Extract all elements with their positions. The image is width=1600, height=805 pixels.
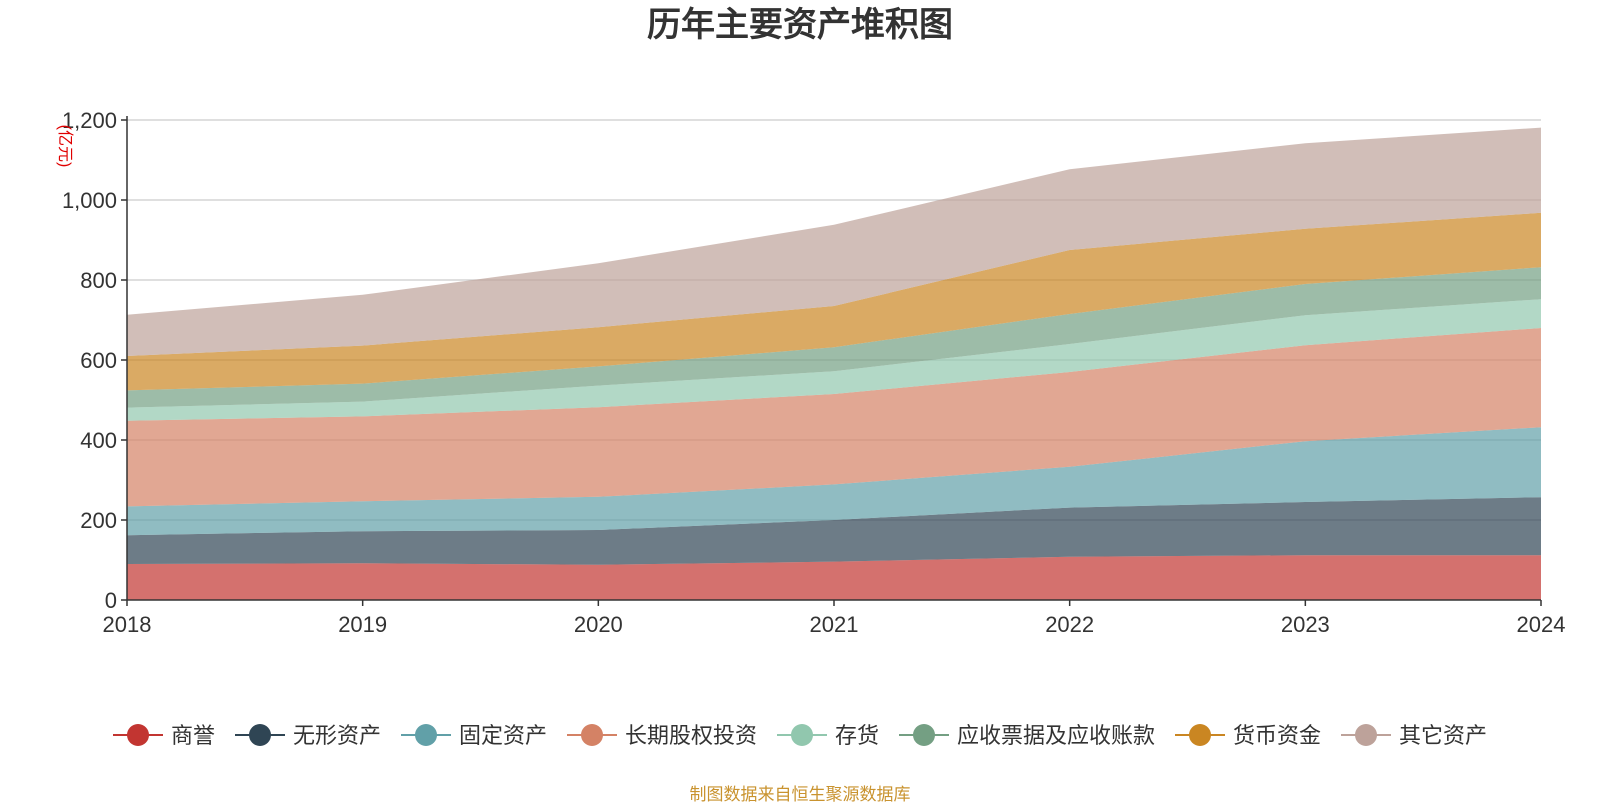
legend-item-8[interactable]: 其它资产 (1341, 723, 1487, 748)
legend-label: 存货 (835, 723, 879, 748)
legend-item-4[interactable]: 长期股权投资 (567, 723, 757, 748)
legend-label: 无形资产 (293, 723, 381, 748)
x-tick-label: 2024 (1517, 612, 1566, 637)
legend: 商誉 无形资产 固定资产 长期股权投资 存货 应收票据及应收账款 货币资金 其它资产 (113, 723, 1487, 748)
y-tick-label: 800 (80, 268, 117, 293)
legend-circle-icon (249, 724, 271, 746)
legend-item-1[interactable]: 商誉 (113, 723, 215, 748)
legend-circle-icon (581, 724, 603, 746)
legend-label: 货币资金 (1233, 723, 1321, 748)
y-tick-label: 400 (80, 428, 117, 453)
legend-label: 应收票据及应收账款 (957, 723, 1155, 748)
stacked-area-chart: 0 200 400 600 800 1,000 1,200 2018 2019 2020 2021 2… (56, 108, 1565, 748)
area-series-3 (127, 427, 1541, 536)
y-tick-label: 1,000 (62, 188, 117, 213)
legend-circle-icon (913, 724, 935, 746)
legend-circle-icon (415, 724, 437, 746)
chart-title: 历年主要资产堆积图 (647, 6, 953, 44)
legend-label: 固定资产 (459, 723, 547, 748)
legend-label: 其它资产 (1399, 723, 1487, 748)
legend-circle-icon (127, 724, 149, 746)
area-series-8 (127, 127, 1541, 356)
legend-circle-icon (1189, 724, 1211, 746)
area-series-7 (127, 212, 1541, 391)
legend-label: 商誉 (171, 723, 215, 748)
y-tick-label: 0 (105, 588, 117, 613)
x-tick-label: 2022 (1045, 612, 1094, 637)
y-axis-unit-label: (亿元) (56, 125, 74, 168)
area-series-2 (127, 497, 1541, 565)
data-source-note: 制图数据来自恒生聚源数据库 (689, 785, 911, 804)
x-tick-label: 2021 (810, 612, 859, 637)
legend-item-3[interactable]: 固定资产 (401, 723, 547, 748)
area-series (127, 127, 1541, 600)
axes: 0 200 400 600 800 1,000 1,200 2018 2019 2020 2021 2… (56, 108, 1565, 637)
legend-label: 长期股权投资 (625, 723, 757, 748)
y-tick-label: 200 (80, 508, 117, 533)
legend-item-5[interactable]: 存货 (777, 723, 879, 748)
legend-item-6[interactable]: 应收票据及应收账款 (899, 723, 1155, 748)
area-series-6 (127, 267, 1541, 408)
x-tick-label: 2023 (1281, 612, 1330, 637)
area-series-4 (127, 328, 1541, 507)
x-tick-label: 2020 (574, 612, 623, 637)
x-tick-label: 2018 (103, 612, 152, 637)
y-tick-label: 1,200 (62, 108, 117, 133)
legend-item-2[interactable]: 无形资产 (235, 723, 381, 748)
x-tick-label: 2019 (338, 612, 387, 637)
y-tick-label: 600 (80, 348, 117, 373)
legend-circle-icon (1355, 724, 1377, 746)
area-series-1 (127, 555, 1541, 600)
legend-circle-icon (791, 724, 813, 746)
legend-item-7[interactable]: 货币资金 (1175, 723, 1321, 748)
